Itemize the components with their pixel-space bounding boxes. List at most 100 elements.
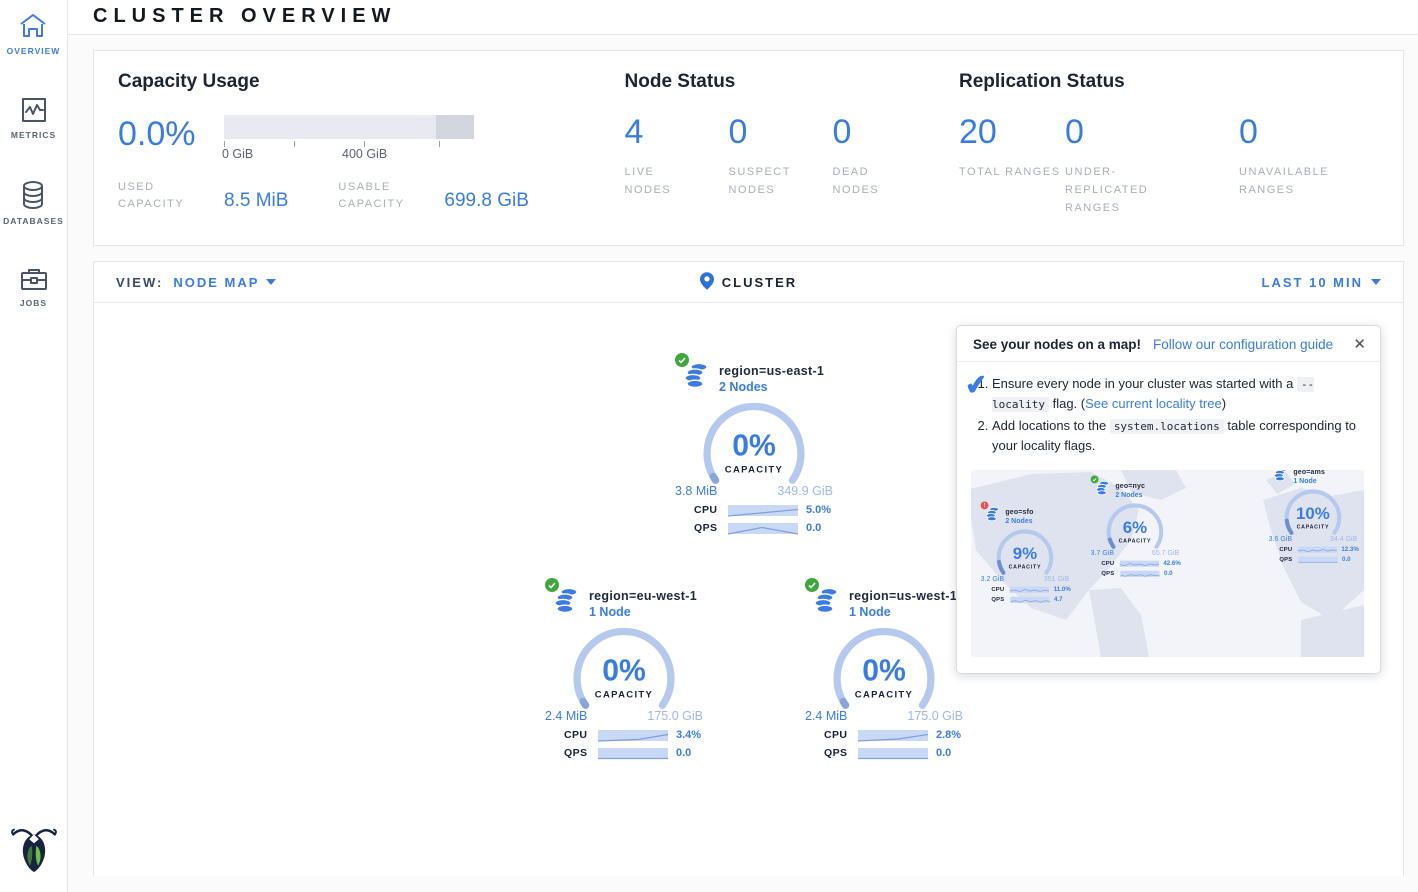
view-label: VIEW: bbox=[116, 274, 164, 290]
live-nodes-value: 4 bbox=[624, 113, 644, 151]
cpu-label: CPU bbox=[694, 504, 718, 516]
cpu-sparkline bbox=[597, 729, 669, 742]
qps-label: QPS bbox=[824, 747, 848, 759]
dead-nodes-label: DEAD NODES bbox=[832, 166, 880, 197]
close-icon[interactable]: ✕ bbox=[1353, 336, 1366, 353]
view-selector-value: NODE MAP bbox=[173, 274, 260, 290]
sidebar-item-overview[interactable]: OVERVIEW bbox=[7, 12, 61, 56]
cpu-label: CPU bbox=[824, 729, 848, 741]
warning-status-icon: ! bbox=[980, 501, 989, 510]
caret-down-icon bbox=[1371, 279, 1381, 285]
used-capacity-label: USED CAPACITY bbox=[118, 181, 185, 211]
region-node-count: 2 Nodes bbox=[1115, 490, 1143, 499]
node-total-capacity: 65.7 GiB bbox=[1151, 548, 1180, 557]
qps-label: QPS bbox=[564, 747, 588, 759]
dead-nodes-value: 0 bbox=[832, 113, 852, 151]
unavailable-ranges-label: UNAVAILABLE RANGES bbox=[1239, 166, 1330, 197]
time-range-selector[interactable]: LAST 10 MIN bbox=[1262, 275, 1381, 290]
node-used-capacity: 2.4 MiB bbox=[805, 709, 848, 723]
region-node-us-east-1[interactable]: region=us-east-1 2 Nodes 0% CAPACITY 3.8… bbox=[672, 353, 836, 535]
popup-step-2: Add locations to the system.locations ta… bbox=[992, 416, 1364, 455]
region-node-count[interactable]: 1 Node bbox=[589, 605, 631, 619]
cpu-sparkline bbox=[727, 504, 799, 517]
total-ranges-label: TOTAL RANGES bbox=[959, 166, 1061, 178]
cpu-value: 42.6% bbox=[1163, 560, 1181, 567]
node-used-capacity: 3.6 GiB bbox=[1268, 534, 1293, 543]
qps-label: QPS bbox=[1101, 570, 1115, 577]
region-node-count[interactable]: 1 Node bbox=[849, 605, 891, 619]
cpu-value: 11.0% bbox=[1053, 586, 1071, 593]
capacity-bar: 0 GiB 400 GiB bbox=[222, 115, 474, 163]
capacity-caption: CAPACITY bbox=[1297, 524, 1330, 530]
unavailable-ranges-stat: 0 UNAVAILABLE RANGES bbox=[1239, 115, 1379, 217]
live-nodes-stat: 4 LIVE NODES bbox=[625, 115, 729, 199]
qps-sparkline bbox=[1120, 570, 1160, 577]
live-nodes-label: LIVE NODES bbox=[624, 166, 672, 197]
cpu-label: CPU bbox=[1279, 546, 1293, 553]
main-content: CLUSTER OVERVIEW Capacity Usage 0.0% bbox=[68, 0, 1418, 892]
capacity-caption: CAPACITY bbox=[1119, 538, 1152, 544]
node-map-area: region=us-east-1 2 Nodes 0% CAPACITY 3.8… bbox=[94, 303, 1403, 876]
cpu-sparkline bbox=[1119, 560, 1159, 567]
sidebar-item-label: DATABASES bbox=[3, 216, 64, 226]
unavailable-ranges-value: 0 bbox=[1239, 113, 1258, 151]
system-locations-code: system.locations bbox=[1109, 419, 1224, 434]
capacity-percent: 0% bbox=[862, 655, 906, 688]
popup-step-1: Ensure every node in your cluster was st… bbox=[992, 374, 1364, 413]
db-stack-icon bbox=[1273, 470, 1289, 483]
capacity-percent: 6% bbox=[1123, 518, 1147, 537]
axis-tick bbox=[364, 141, 365, 147]
axis-tick bbox=[224, 141, 225, 147]
sidebar-item-label: METRICS bbox=[10, 130, 57, 140]
axis-tick-label: 400 GiB bbox=[342, 147, 388, 161]
view-bar: VIEW: NODE MAP CLUSTER LAST 10 MIN bbox=[94, 262, 1403, 303]
node-total-capacity: 175.0 GiB bbox=[907, 709, 963, 723]
location-pin-icon bbox=[699, 271, 714, 293]
region-node-count: 1 Node bbox=[1293, 476, 1317, 485]
capacity-usage-title: Capacity Usage bbox=[118, 71, 260, 92]
capacity-caption: CAPACITY bbox=[855, 689, 913, 700]
node-used-capacity: 3.7 GiB bbox=[1090, 548, 1115, 557]
node-used-capacity: 3.8 MiB bbox=[675, 484, 718, 498]
configuration-guide-link[interactable]: Follow our configuration guide bbox=[1153, 337, 1334, 352]
qps-value: 4.7 bbox=[1054, 596, 1063, 603]
qps-value: 0.0 bbox=[676, 747, 692, 759]
suspect-nodes-stat: 0 SUSPECT NODES bbox=[729, 115, 833, 199]
cpu-label: CPU bbox=[1101, 560, 1115, 567]
db-stack-icon bbox=[675, 353, 710, 391]
capacity-caption: CAPACITY bbox=[1009, 564, 1042, 570]
capacity-gauge: 10% CAPACITY bbox=[1282, 489, 1345, 543]
region-node-eu-west-1[interactable]: region=eu-west-1 1 Node 0% CAPACITY 2.4 … bbox=[542, 578, 706, 759]
under-replicated-ranges-stat: 0 UNDER-REPLICATED RANGES bbox=[1065, 115, 1239, 217]
sidebar: OVERVIEW METRICS DATABASES bbox=[0, 0, 68, 892]
db-stack-icon bbox=[545, 578, 580, 616]
sidebar-item-label: JOBS bbox=[19, 298, 48, 308]
breadcrumb-cluster: CLUSTER bbox=[721, 274, 798, 290]
cluster-summary-card: Capacity Usage 0.0% bbox=[93, 50, 1404, 246]
sidebar-item-metrics[interactable]: METRICS bbox=[11, 96, 56, 140]
preview-node-geo-ams: geo=ams 1 Node 10% CAPACITY bbox=[1267, 470, 1359, 563]
under-replicated-ranges-label: UNDER-REPLICATED RANGES bbox=[1065, 166, 1149, 215]
node-status-title: Node Status bbox=[624, 71, 736, 92]
region-node-count[interactable]: 2 Nodes bbox=[719, 380, 768, 394]
cpu-value: 3.4% bbox=[676, 729, 702, 741]
node-used-capacity: 2.4 MiB bbox=[545, 709, 588, 723]
view-selector[interactable]: NODE MAP bbox=[173, 274, 277, 290]
check-icon: ✔ bbox=[963, 368, 990, 402]
sidebar-item-databases[interactable]: DATABASES bbox=[3, 180, 64, 226]
locality-tree-link[interactable]: See current locality tree bbox=[1085, 395, 1222, 411]
capacity-percent: 0% bbox=[602, 655, 646, 688]
cpu-label: CPU bbox=[564, 729, 588, 741]
sidebar-item-jobs[interactable]: JOBS bbox=[20, 266, 48, 308]
page-title: CLUSTER OVERVIEW bbox=[93, 5, 397, 27]
node-map-card: VIEW: NODE MAP CLUSTER LAST 10 MIN bbox=[93, 261, 1404, 876]
node-total-capacity: 351 GiB bbox=[1043, 574, 1070, 583]
capacity-caption: CAPACITY bbox=[725, 464, 783, 475]
page-header: CLUSTER OVERVIEW bbox=[68, 0, 1418, 35]
cpu-sparkline bbox=[1297, 546, 1337, 553]
suspect-nodes-label: SUSPECT NODES bbox=[728, 166, 791, 197]
replication-status-section: Replication Status 20 TOTAL RANGES 0 UND… bbox=[959, 71, 1379, 221]
qps-sparkline bbox=[1010, 596, 1050, 603]
cpu-value: 2.8% bbox=[936, 729, 962, 741]
region-node-us-west-1[interactable]: region=us-west-1 1 Node 0% CAPACITY 2.4 … bbox=[802, 578, 966, 759]
